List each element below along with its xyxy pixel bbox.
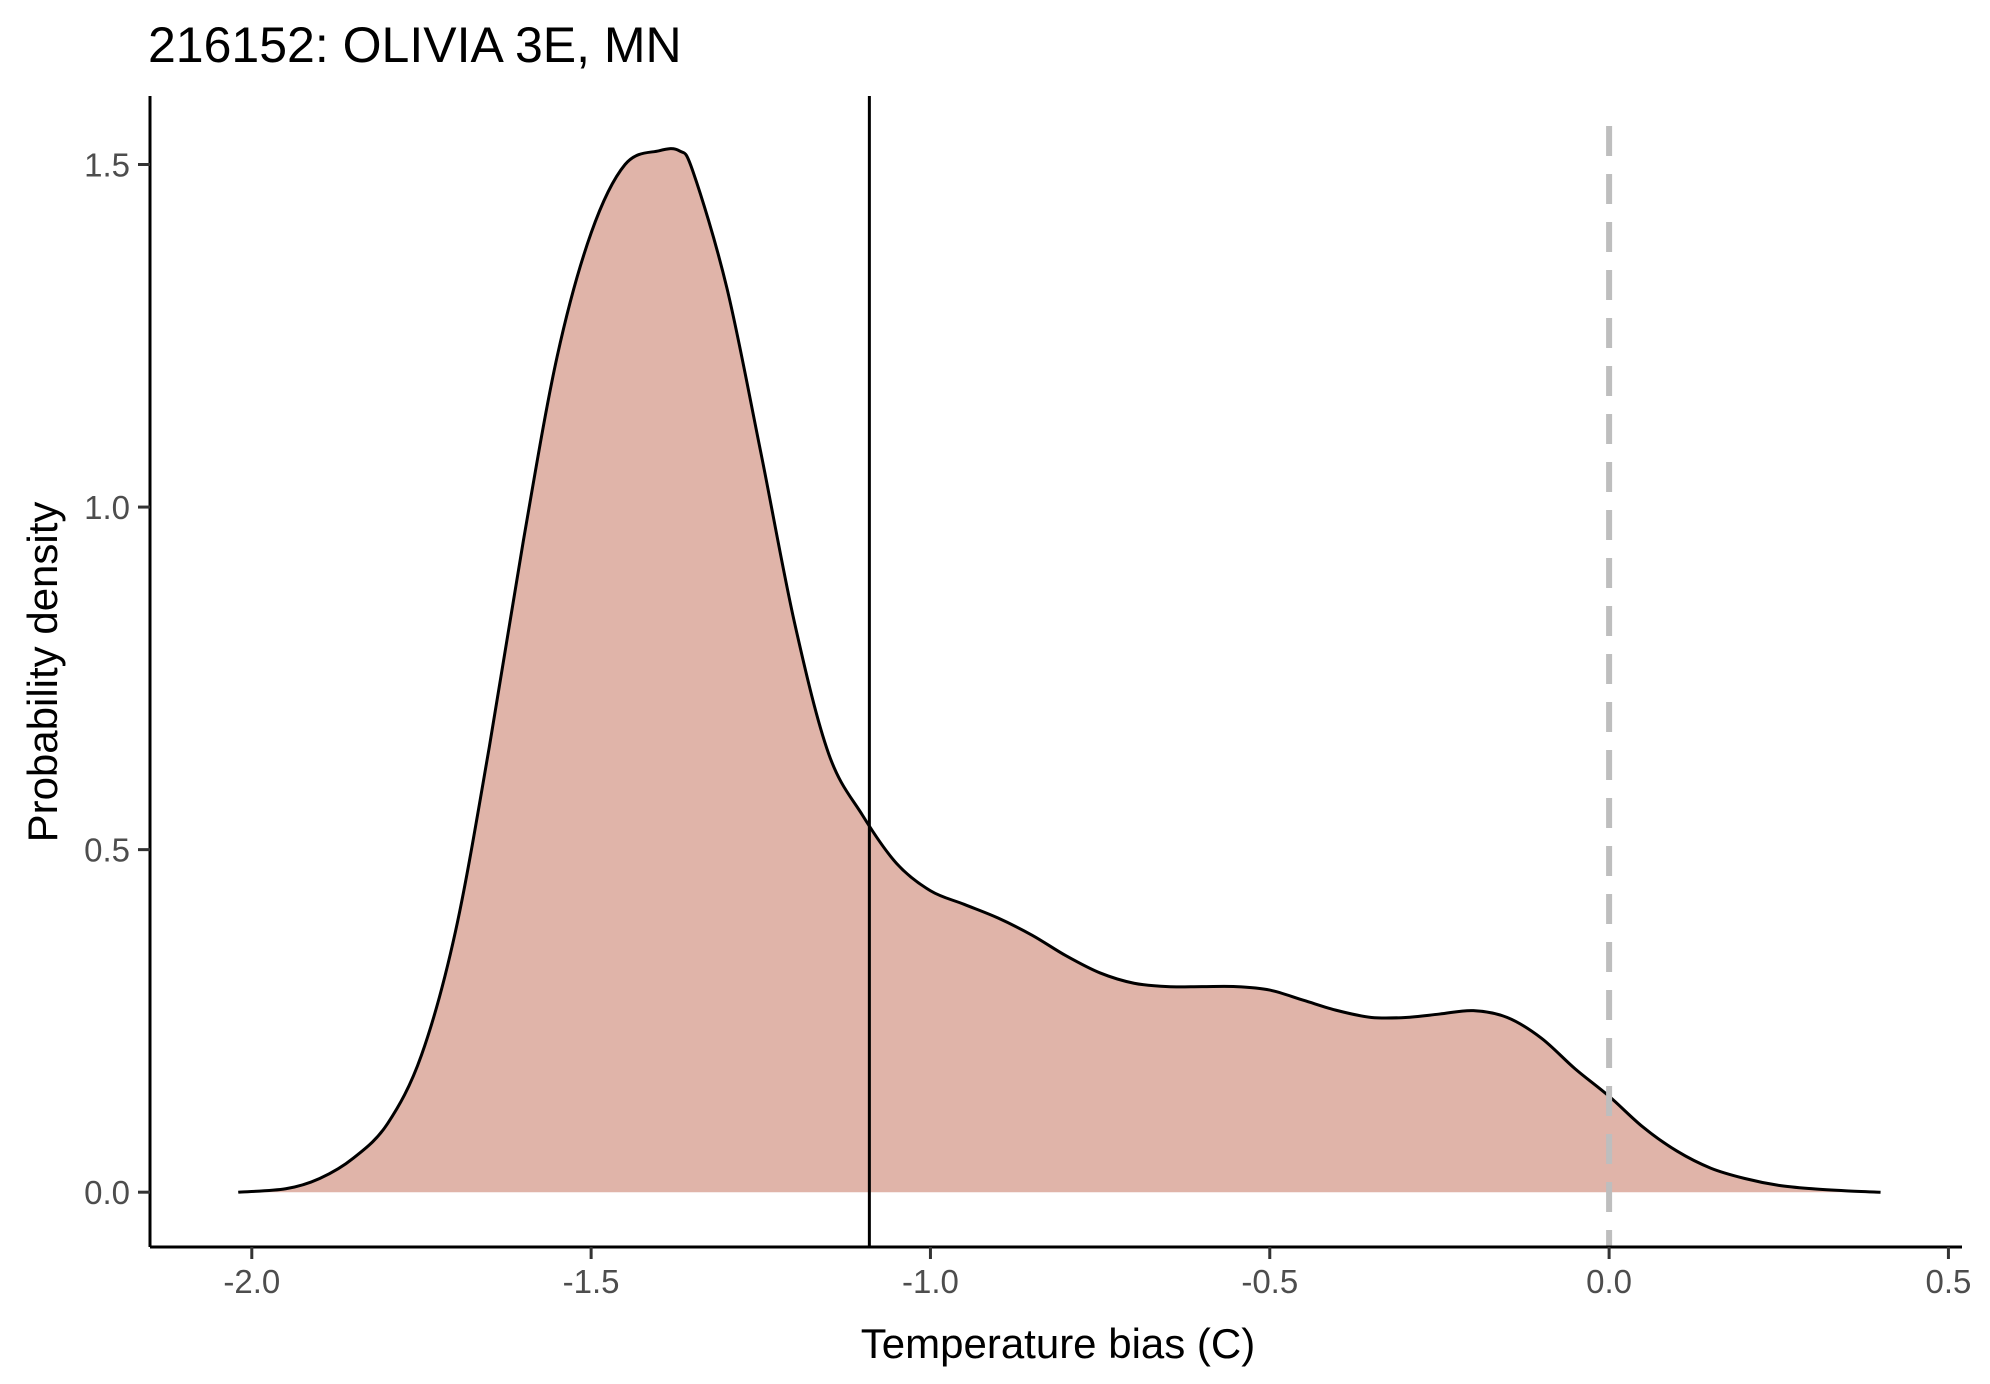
y-tick-label: 1.0 <box>84 489 130 526</box>
x-tick-label: -2.0 <box>223 1263 280 1300</box>
density-curve <box>238 147 1881 1194</box>
chart-title: 216152: OLIVIA 3E, MN <box>148 17 682 73</box>
y-axis-title: Probability density <box>19 502 66 843</box>
y-tick-label: 1.5 <box>84 147 130 184</box>
x-tick-label: -0.5 <box>1241 1263 1298 1300</box>
x-axis-title: Temperature bias (C) <box>861 1320 1255 1367</box>
x-tick-label: 0.5 <box>1925 1263 1971 1300</box>
y-tick-label: 0.5 <box>84 832 130 869</box>
x-tick-label: -1.5 <box>563 1263 620 1300</box>
x-tick-label: 0.0 <box>1586 1263 1632 1300</box>
density-area-fill <box>238 148 1881 1193</box>
axes: -2.0 -1.5 -1.0 -0.5 0.0 0.5 0.0 0.5 1.0 1.5 <box>84 96 1971 1300</box>
plot-area <box>238 96 1881 1247</box>
x-tick-label: -1.0 <box>902 1263 959 1300</box>
y-tick-label: 0.0 <box>84 1174 130 1211</box>
